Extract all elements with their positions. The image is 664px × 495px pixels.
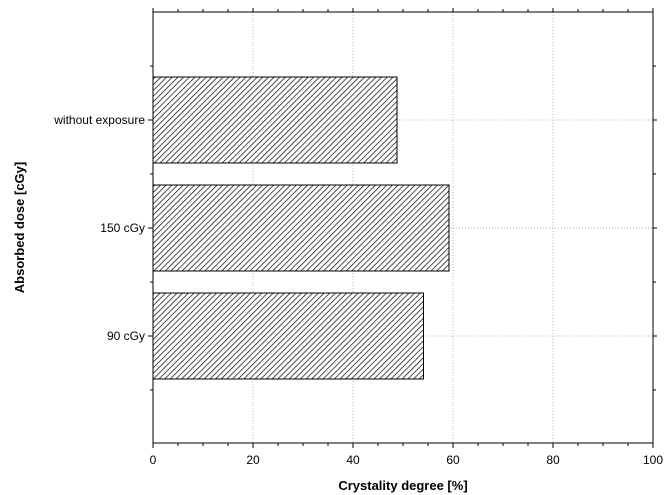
bar-1	[152, 184, 450, 272]
axis-ticks	[148, 8, 657, 448]
bar-0	[152, 76, 398, 164]
bars	[152, 76, 450, 380]
x-tick-label: 20	[246, 453, 260, 467]
y-axis-title: Absorbed dose [cGy]	[12, 162, 27, 293]
x-tick-label: 60	[446, 453, 460, 467]
y-tick-label: without exposure	[53, 113, 145, 127]
x-tick-label: 100	[643, 453, 663, 467]
y-tick-label: 150 cGy	[100, 221, 145, 235]
x-axis-title: Crystality degree [%]	[338, 478, 467, 493]
y-tick-labels: without exposure 150 cGy 90 cGy	[53, 113, 145, 343]
x-tick-label: 80	[546, 453, 560, 467]
bar-2	[152, 292, 424, 380]
y-tick-label: 90 cGy	[107, 329, 145, 343]
x-tick-labels: 0 20 40 60 80 100	[150, 453, 664, 467]
x-tick-label: 40	[346, 453, 360, 467]
x-tick-label: 0	[150, 453, 157, 467]
